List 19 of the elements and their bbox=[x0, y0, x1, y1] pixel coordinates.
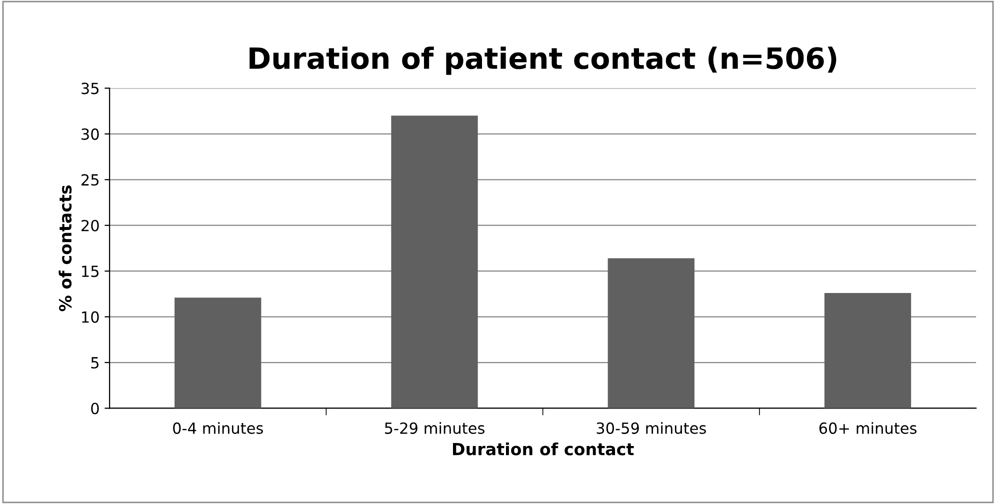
y-tick-label: 30 bbox=[82, 128, 99, 140]
y-tick-label: 5 bbox=[91, 357, 99, 369]
y-tick-label: 15 bbox=[82, 266, 99, 278]
y-tick-label: 0 bbox=[91, 402, 99, 414]
x-tick-label: 60+ minutes bbox=[819, 422, 916, 434]
bar bbox=[824, 293, 912, 408]
bar bbox=[608, 258, 694, 408]
y-tick-label: 35 bbox=[82, 82, 99, 94]
y-tick-label: 25 bbox=[82, 174, 99, 186]
x-tick-label: 5-29 minutes bbox=[385, 422, 484, 434]
y-axis-title: % of contacts bbox=[58, 185, 72, 312]
chart-title: Duration of patient contact (n=506) bbox=[250, 46, 836, 75]
x-tick-label: 0-4 minutes bbox=[173, 422, 263, 434]
bar bbox=[391, 116, 478, 408]
x-axis-title: Duration of contact bbox=[452, 442, 634, 456]
x-tick-label: 30-59 minutes bbox=[596, 422, 706, 434]
y-tick-label: 20 bbox=[82, 220, 99, 232]
y-tick-label: 10 bbox=[82, 311, 99, 323]
bar bbox=[174, 298, 262, 408]
